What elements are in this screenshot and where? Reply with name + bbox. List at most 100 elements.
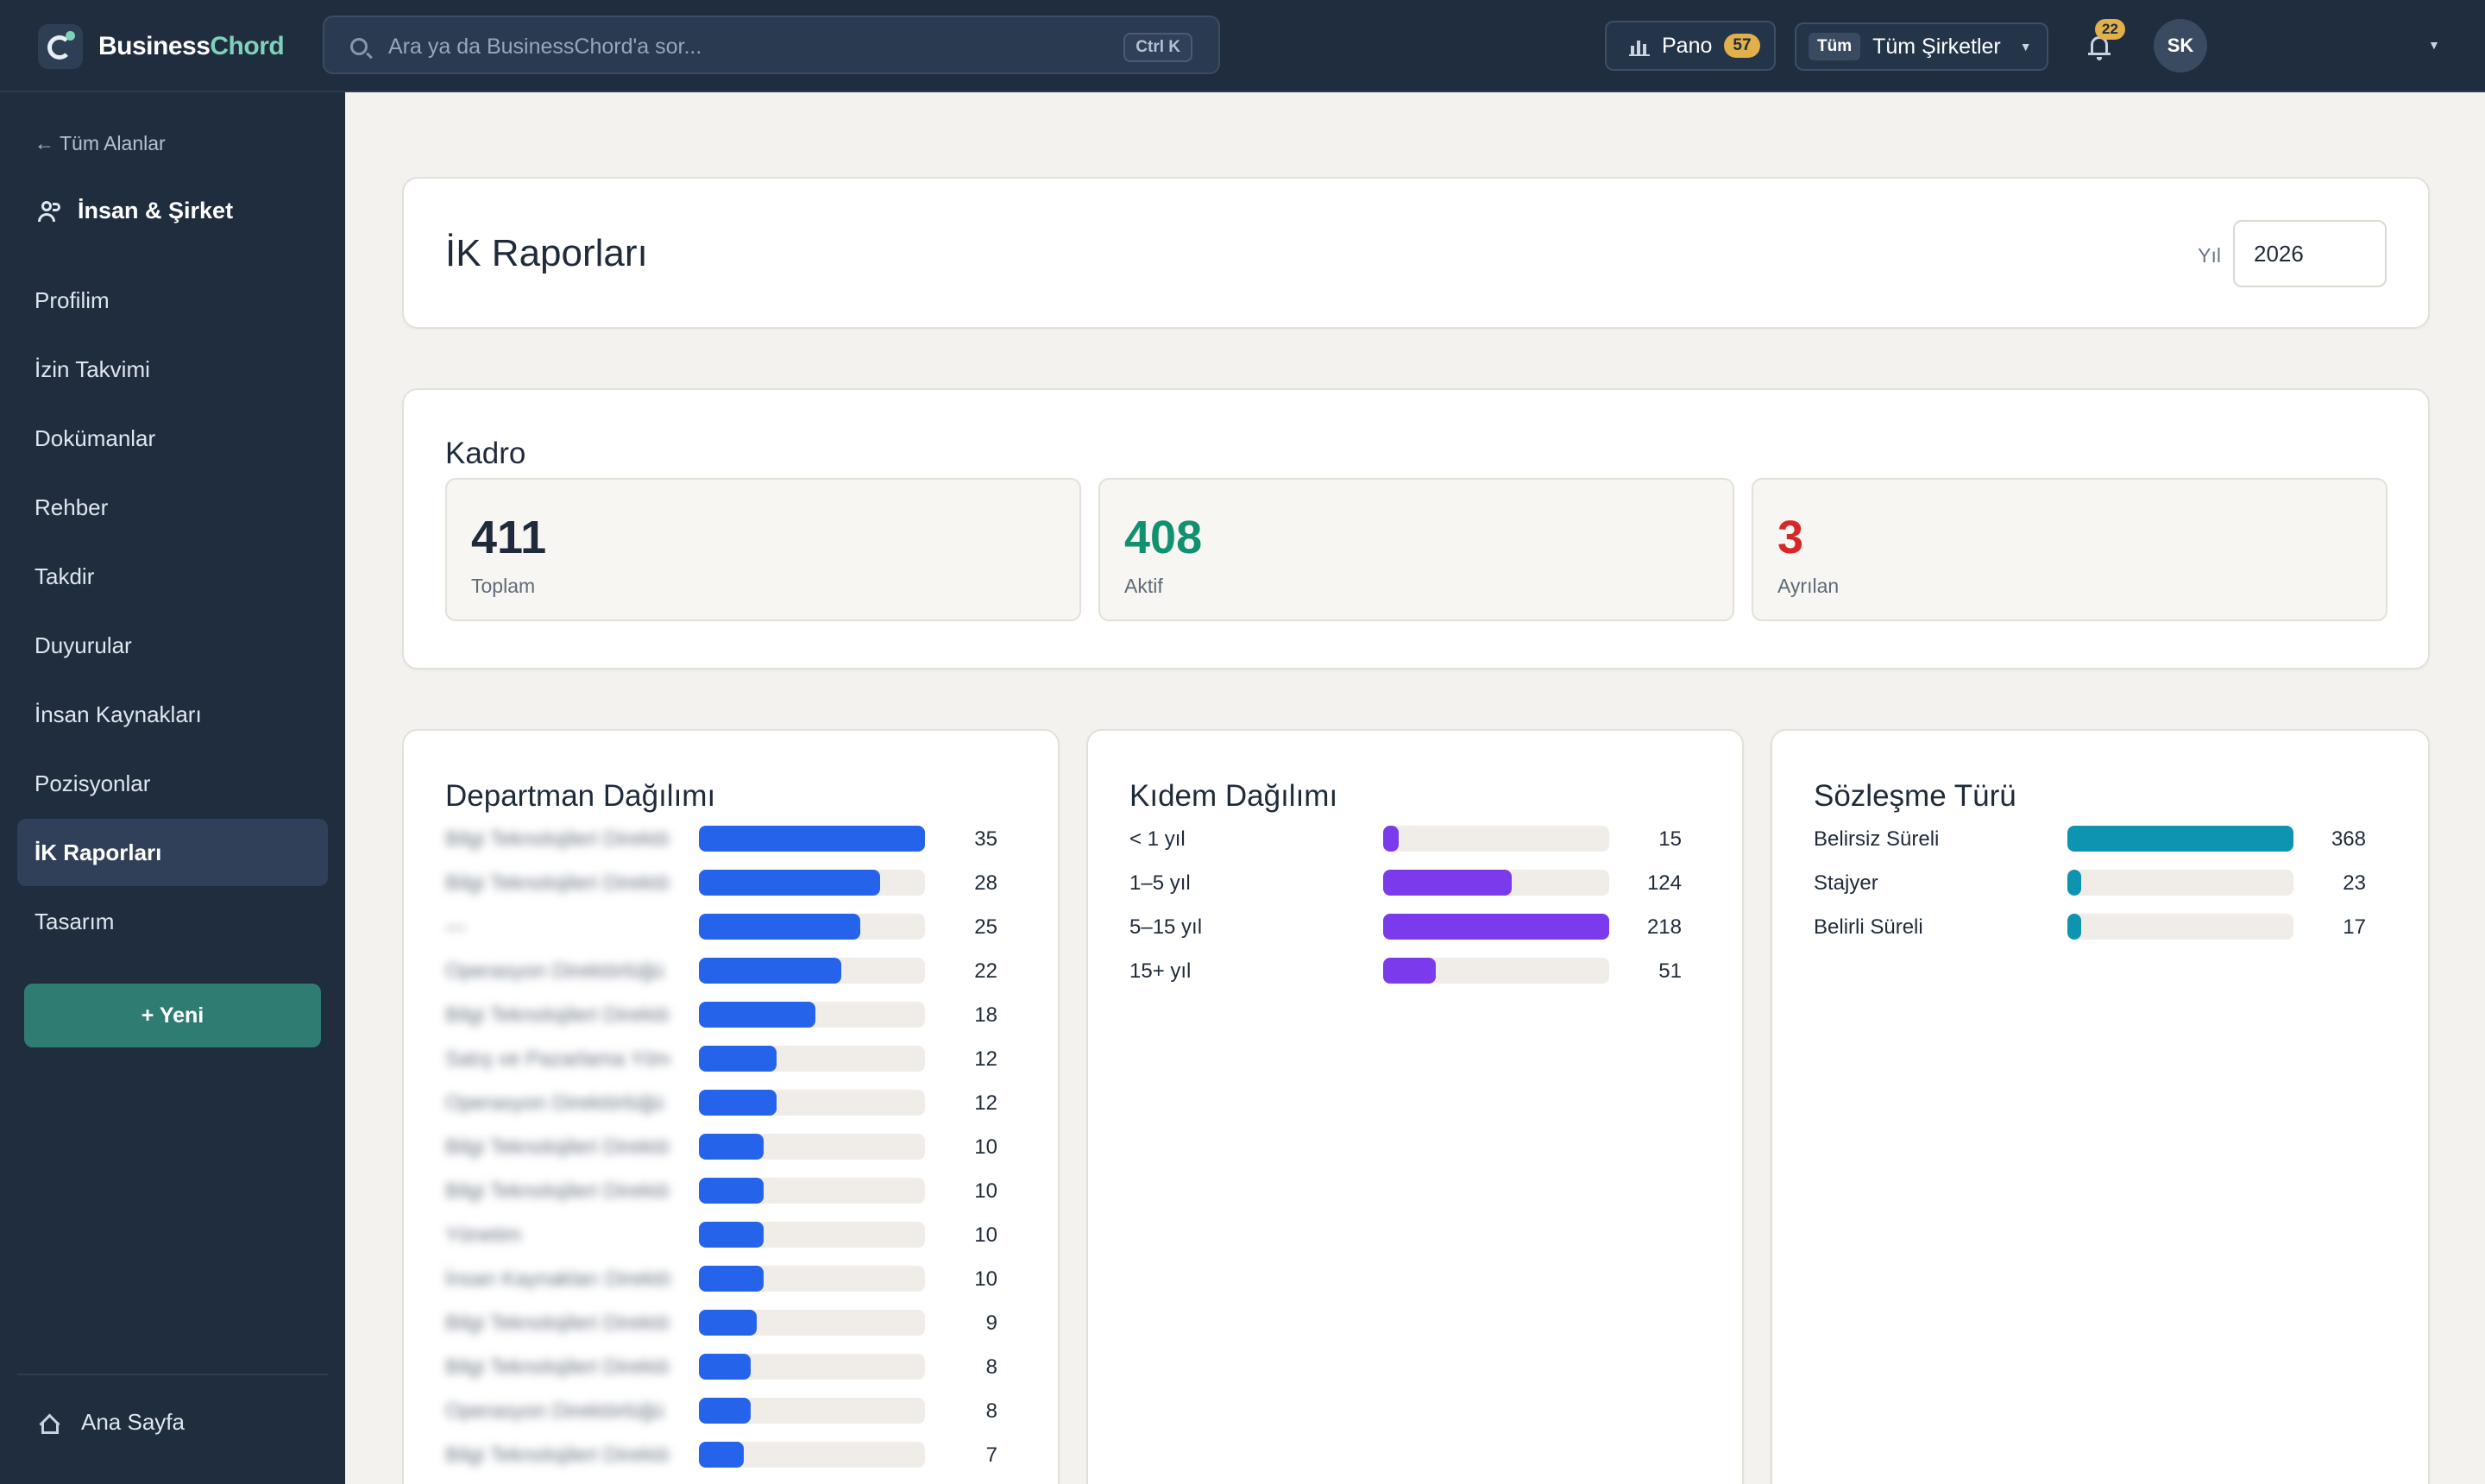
stat-total: 411 Toplam	[445, 478, 1081, 621]
sidebar-item-ik-raporlari[interactable]: İK Raporları	[17, 819, 328, 886]
brand-logo[interactable]: BusinessChord	[38, 24, 285, 69]
department-bar-track	[699, 914, 925, 940]
seniority-row-value: 15	[1658, 827, 1682, 851]
top-bar: BusinessChord Ara ya da BusinessChord'a …	[0, 0, 2485, 92]
seniority-row-value: 218	[1646, 915, 1682, 939]
user-avatar[interactable]: SK	[2154, 19, 2207, 72]
department-row-label: Bilgi Teknolojileri Direktörlüğü	[445, 1311, 670, 1335]
department-row-value: 9	[985, 1311, 997, 1335]
department-row-value: 7	[985, 1443, 997, 1467]
contract-bar-track	[2067, 826, 2293, 852]
brand-name: BusinessChord	[98, 32, 285, 60]
search-shortcut: Ctrl K	[1123, 33, 1192, 62]
contract-bar	[2067, 826, 2293, 852]
contract-row-label: Belirsiz Süreli	[1814, 827, 1940, 851]
department-title: Departman Dağılımı	[445, 779, 716, 813]
stat-total-value: 411	[471, 512, 547, 563]
sidebar-item-profilim[interactable]: Profilim	[35, 286, 110, 313]
department-row-label: Bilgi Teknolojileri Direktörlüğü	[445, 827, 670, 851]
seniority-card: Kıdem Dağılımı < 1 yıl 15 1–5 yıl 124 5–15 y…	[1086, 729, 1744, 1484]
department-row-label: Bilgi Teknolojileri Direktörlüğü	[445, 1355, 670, 1379]
seniority-bar	[1383, 914, 1609, 940]
department-row-value: 18	[974, 1003, 997, 1027]
pano-button[interactable]: Pano 57	[1605, 21, 1776, 71]
people-icon	[38, 200, 62, 222]
contract-row-label: Stajyer	[1814, 871, 1878, 895]
department-bar-track	[699, 1134, 925, 1160]
department-bar	[699, 1310, 758, 1336]
sidebar-item-pozisyonlar[interactable]: Pozisyonlar	[35, 770, 151, 796]
seniority-bar-track	[1383, 914, 1609, 940]
page-header-card: İK Raporları Yıl 2026	[402, 177, 2430, 329]
contract-row-value: 368	[2331, 827, 2366, 851]
seniority-bar-track	[1383, 826, 1609, 852]
seniority-bar	[1383, 870, 1513, 896]
user-menu-chevron-icon[interactable]: ▼	[2428, 38, 2440, 52]
company-label: Tüm Şirketler	[1872, 34, 2001, 59]
stat-active: 408 Aktif	[1098, 478, 1734, 621]
seniority-row-value: 124	[1646, 871, 1682, 895]
sidebar-divider	[17, 1374, 328, 1375]
department-bar-track	[699, 1222, 925, 1248]
sidebar-nav: Profilim İzin Takvimi Dokümanlar Rehber …	[17, 267, 328, 957]
department-bar-track	[699, 1310, 925, 1336]
department-bar-track	[699, 826, 925, 852]
kadro-title: Kadro	[445, 437, 526, 470]
department-bar-track	[699, 1046, 925, 1072]
department-bar-track	[699, 958, 925, 984]
company-tag: Tüm	[1809, 33, 1861, 60]
year-input[interactable]: 2026	[2233, 220, 2387, 287]
contract-row-label: Belirli Süreli	[1814, 915, 1923, 939]
sidebar-item-izin-takvimi[interactable]: İzin Takvimi	[35, 355, 150, 382]
department-bar-track	[699, 1442, 925, 1468]
new-button[interactable]: + Yeni	[24, 984, 321, 1047]
department-row-label: Bilgi Teknolojileri Direktörlüğü	[445, 1135, 670, 1159]
chevron-down-icon: ▼	[2019, 40, 2032, 53]
sidebar-item-dokumanlar[interactable]: Dokümanlar	[35, 424, 156, 451]
sidebar-item-duyurular[interactable]: Duyurular	[35, 632, 132, 658]
department-bar-track	[699, 1090, 925, 1116]
department-bar	[699, 1354, 751, 1380]
stat-active-value: 408	[1124, 512, 1203, 563]
logo-icon	[38, 24, 83, 69]
back-to-all-areas-link[interactable]: ← Tüm Alanlar	[35, 132, 166, 154]
sidebar: ← Tüm Alanlar İnsan & Şirket Profilim İz…	[0, 92, 345, 1484]
department-bar-track	[699, 1002, 925, 1028]
contract-bar-track	[2067, 870, 2293, 896]
stat-active-label: Aktif	[1124, 575, 1163, 597]
contract-bar	[2067, 870, 2082, 896]
home-label: Ana Sayfa	[81, 1409, 185, 1435]
search-placeholder: Ara ya da BusinessChord'a sor...	[388, 35, 702, 59]
section-title: İnsan & Şirket	[78, 198, 234, 223]
department-bar-track	[699, 1398, 925, 1424]
contract-bar	[2067, 914, 2081, 940]
department-bar	[699, 1222, 764, 1248]
year-label: Yıl	[2198, 244, 2221, 267]
bar-chart-icon	[1629, 37, 1650, 56]
department-row-value: 10	[974, 1267, 997, 1291]
department-card: Departman Dağılımı Bilgi Teknolojileri D…	[402, 729, 1060, 1484]
seniority-bar	[1383, 958, 1437, 984]
search-input[interactable]: Ara ya da BusinessChord'a sor... Ctrl K	[323, 16, 1220, 74]
section-header: İnsan & Şirket	[38, 198, 233, 224]
department-bar	[699, 958, 841, 984]
department-row-value: 10	[974, 1223, 997, 1247]
department-row-value: 22	[974, 959, 997, 983]
seniority-bar-track	[1383, 958, 1609, 984]
sidebar-item-rehber[interactable]: Rehber	[35, 494, 109, 520]
home-icon	[38, 1412, 62, 1435]
department-bar	[699, 1002, 815, 1028]
department-bar	[699, 1134, 764, 1160]
department-bar-track	[699, 870, 925, 896]
sidebar-item-takdir[interactable]: Takdir	[35, 563, 95, 589]
sidebar-item-insan-kaynaklari[interactable]: İnsan Kaynakları	[35, 701, 202, 727]
home-link[interactable]: Ana Sayfa	[38, 1409, 185, 1436]
department-row-value: 12	[974, 1091, 997, 1115]
search-icon	[350, 38, 368, 55]
department-bar	[699, 1442, 745, 1468]
department-bar	[699, 914, 861, 940]
company-selector[interactable]: Tüm Tüm Şirketler ▼	[1795, 22, 2048, 71]
department-row-value: 25	[974, 915, 997, 939]
sidebar-item-tasarim[interactable]: Tasarım	[35, 908, 115, 934]
seniority-bar-track	[1383, 870, 1609, 896]
